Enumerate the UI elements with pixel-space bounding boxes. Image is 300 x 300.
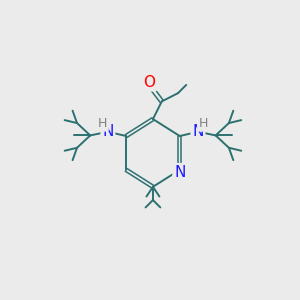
Text: N: N [192, 124, 204, 140]
Text: N: N [102, 124, 114, 140]
Text: H: H [98, 117, 107, 130]
Text: O: O [143, 75, 155, 90]
Text: N: N [174, 165, 185, 180]
Text: H: H [199, 117, 208, 130]
